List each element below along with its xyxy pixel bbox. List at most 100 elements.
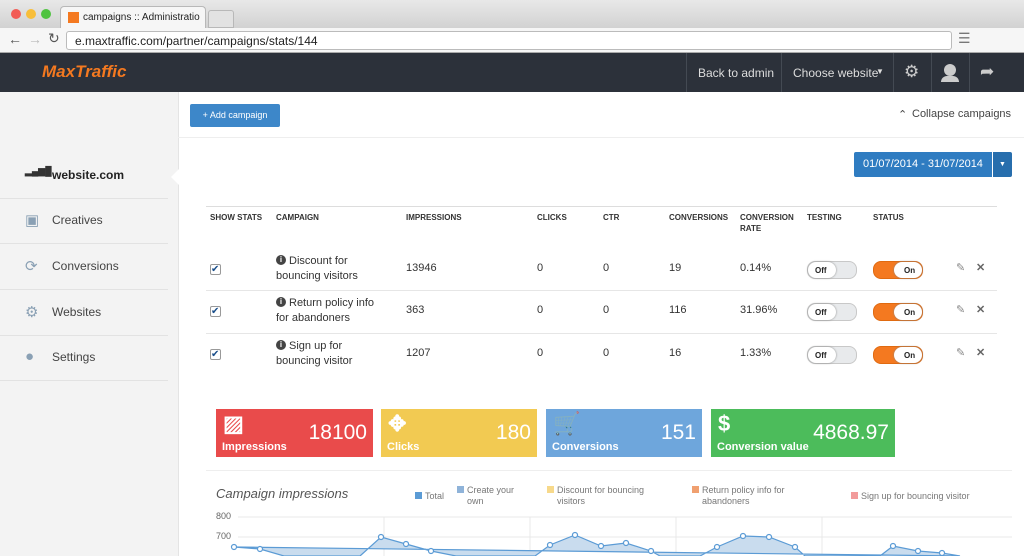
point [230,543,238,551]
cell: 0 [603,262,610,274]
legend-item[interactable]: Sign up for bouncing visitor [851,491,991,502]
edit-icon[interactable]: ✎ [956,262,966,274]
legend-label: Discount for bouncing visitors [557,485,645,506]
testing-toggle[interactable]: Off [807,303,857,321]
toolbar [178,92,1024,138]
show-stats-checkbox[interactable]: ✔ [210,349,221,360]
max-dot[interactable] [41,9,51,19]
stat-icon: $ [718,411,731,436]
date-caret[interactable]: ▼ [993,152,1012,177]
point [889,542,897,550]
edit-icon[interactable]: ✎ [956,347,966,359]
legend-label: Total [425,491,445,501]
show-stats-checkbox[interactable]: ✔ [210,306,221,317]
cell: 116 [669,304,687,316]
collapse-campaigns[interactable]: Collapse campaigns [912,108,1012,120]
point [597,542,605,550]
point [713,543,721,551]
legend-swatch [851,492,858,499]
stat-icon: 🛒 [553,411,581,436]
cell: 1.33% [740,347,772,359]
delete-icon[interactable]: ✕ [976,262,986,274]
delete-icon[interactable]: ✕ [976,347,986,359]
info-icon: i [276,340,286,350]
legend-label: Sign up for bouncing visitor [861,491,970,501]
y-tick-label: 800 [216,511,232,521]
sidebar-icon: ▂▄▆█ [25,166,52,176]
edit-icon[interactable]: ✎ [956,304,966,316]
point [938,549,946,556]
column-header: IMPRESSIONS [406,213,462,222]
status-toggle[interactable]: On [873,346,923,364]
new-tab[interactable] [208,10,234,28]
url-field[interactable]: e.maxtraffic.com/partner/campaigns/stats… [66,31,952,50]
back-arrow[interactable]: ← [8,31,22,47]
sidebar-item[interactable]: ⟳ Conversions [0,244,168,290]
settings-icon[interactable]: ⚙ [904,62,920,81]
testing-toggle[interactable]: Off [807,346,857,364]
logout-icon[interactable]: ➦ [980,62,995,81]
sidebar-label: Conversions [52,259,119,273]
sidebar-item[interactable]: ▂▄▆█ website.com [0,153,168,199]
legend-item[interactable]: Total [415,491,465,502]
add-campaign-button[interactable]: + Add campaign [190,104,280,127]
chart-top [206,470,1012,471]
sidebar-icon: ⟳ [25,258,38,275]
legend-swatch [415,492,422,499]
min-dot[interactable] [26,9,36,19]
stat-label: Conversions [552,441,619,453]
back-to-admin[interactable]: Back to admin [698,66,775,80]
sidebar-item[interactable]: ● Settings [0,335,168,381]
toggle-label: On [904,351,916,360]
toggle-knob [808,262,836,278]
logo[interactable]: MaxTraffic [42,62,127,81]
close-dot[interactable] [11,9,21,19]
stat-box: 🛒 151 Conversions [546,409,702,457]
url: e.maxtraffic.com/partner/campaigns/stats… [75,34,318,48]
menu-icon[interactable]: ☰ [958,30,971,46]
legend-swatch [457,486,464,493]
stat-box: $4868.97 Conversion value [711,409,895,457]
testing-toggle[interactable]: Off [807,261,857,279]
reload[interactable]: ↻ [48,30,60,46]
point [571,531,579,539]
point [914,547,922,555]
sidebar-label: website.com [52,168,125,182]
legend-item[interactable]: Create your own [457,485,527,507]
legend-item[interactable]: Return policy info for abandoners [692,485,812,507]
sidebar-item[interactable]: ⚙ Websites [0,290,168,336]
legend-label: Create your own [467,485,515,506]
column-header: SHOW STATS [210,213,263,222]
delete-icon[interactable]: ✕ [976,304,986,316]
user-icon[interactable] [944,64,956,76]
status-toggle[interactable]: On [873,261,923,279]
divider [686,53,687,92]
user-icon-body [941,76,959,82]
sidebar-item[interactable]: ▣ Creatives [0,198,168,244]
choose-website[interactable]: Choose website [793,66,879,80]
column-header: TESTING [807,213,842,222]
legend-item[interactable]: Discount for bouncing visitors [547,485,657,507]
column-header: CAMPAIGN [276,213,319,222]
collapse-icon[interactable]: ⌃ [898,109,908,121]
column-header: CONVERSION RATE [740,213,794,233]
stat-value: 180 [495,421,531,444]
show-stats-checkbox[interactable]: ✔ [210,264,221,275]
tab-bar: campaigns :: Administratio [0,0,1024,29]
stat-box: ✥ 180 Clicks [381,409,537,457]
campaign-name: Sign up for bouncing visitor [276,340,353,367]
divider [969,53,970,92]
status-toggle[interactable]: On [873,303,923,321]
stat-value: 18100 [308,421,367,444]
column-header: CONVERSIONS [669,213,729,222]
date-range[interactable]: 01/07/2014 - 31/07/2014 [854,152,992,177]
cell: 0 [603,347,610,359]
divider [893,53,894,92]
point [377,533,385,541]
forward-arrow[interactable]: → [28,31,42,47]
sidebar-label: Settings [52,350,96,364]
tab[interactable]: campaigns :: Administratio [60,6,206,29]
cell: 363 [406,304,425,316]
cell: 13946 [406,262,437,274]
